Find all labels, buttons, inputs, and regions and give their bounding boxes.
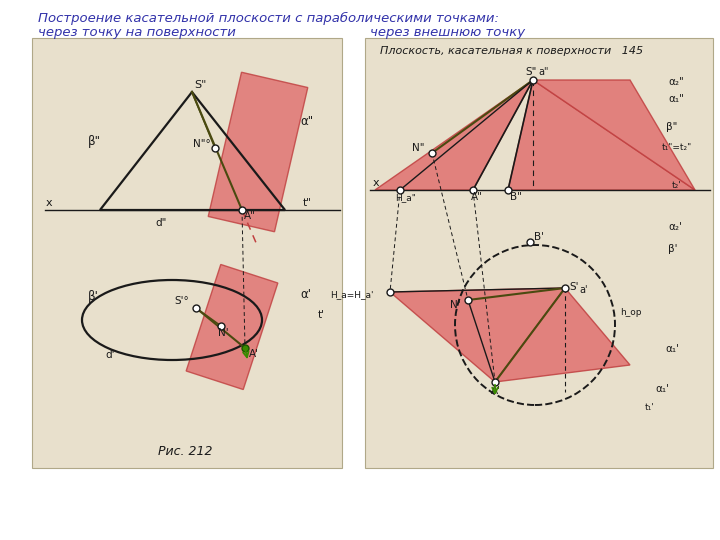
Text: A': A' xyxy=(249,349,259,359)
Text: t₂': t₂' xyxy=(672,181,682,190)
Polygon shape xyxy=(390,288,565,382)
Text: Рис. 212: Рис. 212 xyxy=(158,445,212,458)
Text: α₂': α₂' xyxy=(668,222,682,232)
Text: β': β' xyxy=(88,290,99,303)
Text: S": S" xyxy=(525,67,536,77)
Text: S'°: S'° xyxy=(174,296,189,306)
Text: a": a" xyxy=(538,67,549,77)
Text: A': A' xyxy=(491,386,501,396)
Text: B": B" xyxy=(510,192,522,202)
Text: t': t' xyxy=(318,310,325,320)
Text: x: x xyxy=(373,178,379,188)
Polygon shape xyxy=(533,80,695,190)
Text: N"°: N"° xyxy=(193,139,211,149)
Text: α": α" xyxy=(300,115,313,128)
Text: d": d" xyxy=(155,218,166,228)
Text: x: x xyxy=(46,198,53,208)
Text: a': a' xyxy=(579,285,588,295)
Text: α₂": α₂" xyxy=(668,77,684,87)
Text: β': β' xyxy=(668,244,678,254)
Text: A": A" xyxy=(244,211,256,221)
Text: H_a=H_a': H_a=H_a' xyxy=(330,290,374,299)
Text: α₁': α₁' xyxy=(655,384,669,394)
Text: α₁': α₁' xyxy=(665,344,679,354)
Text: Построение касательной плоскости с параболическими точками:: Построение касательной плоскости с параб… xyxy=(38,12,499,25)
Text: t₁': t₁' xyxy=(645,403,654,412)
Text: Плоскость, касательная к поверхности   145: Плоскость, касательная к поверхности 145 xyxy=(380,46,643,56)
Text: S": S" xyxy=(194,80,207,90)
Text: через внешнюю точку: через внешнюю точку xyxy=(370,26,525,39)
Text: α₁": α₁" xyxy=(668,94,684,104)
Text: h_op: h_op xyxy=(620,308,642,317)
FancyBboxPatch shape xyxy=(365,38,713,468)
Text: H_a": H_a" xyxy=(395,193,416,202)
Text: B': B' xyxy=(534,232,544,242)
Polygon shape xyxy=(508,80,695,190)
Text: A": A" xyxy=(471,192,483,202)
Text: d': d' xyxy=(105,350,114,360)
Text: β": β" xyxy=(88,135,101,148)
Text: через точку на поверхности: через точку на поверхности xyxy=(38,26,236,39)
Text: S': S' xyxy=(569,282,578,292)
Text: α': α' xyxy=(300,288,311,301)
Polygon shape xyxy=(208,72,307,232)
Text: N': N' xyxy=(450,300,461,310)
Polygon shape xyxy=(375,80,533,190)
FancyBboxPatch shape xyxy=(32,38,342,468)
Text: t₁"=t₂": t₁"=t₂" xyxy=(662,143,692,152)
Polygon shape xyxy=(495,288,630,382)
Text: t": t" xyxy=(303,198,312,208)
Text: N': N' xyxy=(218,328,229,338)
Polygon shape xyxy=(186,265,278,389)
Text: β": β" xyxy=(666,122,678,132)
Text: N": N" xyxy=(412,143,425,153)
